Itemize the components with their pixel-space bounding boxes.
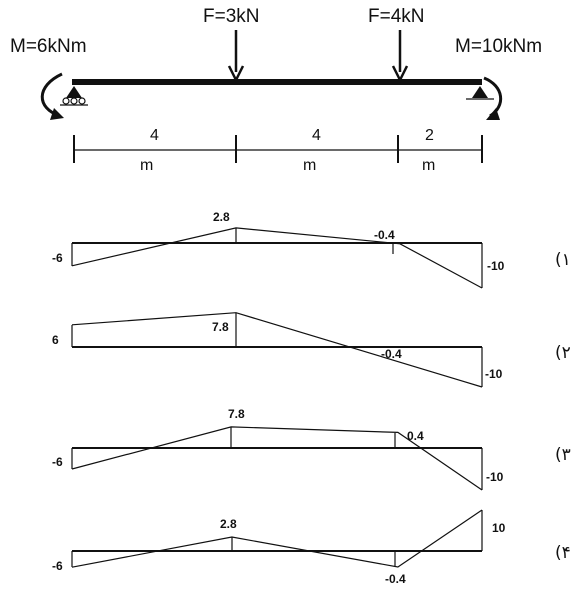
option-4-value-right: 10 [492,521,506,535]
left-moment-label: M=6kNm [10,36,87,57]
span-1-length: 4 [150,127,159,144]
option-3-label: (٣ [555,445,571,465]
option-1-value-peak: 2.8 [213,210,230,224]
right-moment-label: M=10kNm [455,36,542,57]
option-2-value-peak: 7.8 [212,320,229,334]
option-3-value-mid: 0.4 [407,429,424,443]
option-2-value-mid: -0.4 [381,347,402,361]
force-1-label: F=3kN [203,6,260,27]
option-4-diagram: -6 2.8 -0.4 10 (۴ [52,509,571,586]
option-1-diagram: -6 2.8 -0.4 -10 (١ [52,210,571,289]
span-2-length: 4 [312,127,321,144]
option-3-value-left: -6 [52,455,63,469]
option-2-value-left: 6 [52,333,59,347]
option-1-value-right: -10 [487,259,505,273]
option-1-value-left: -6 [52,251,63,265]
option-3-value-peak: 7.8 [228,407,245,421]
force-2-label: F=4kN [368,6,425,27]
option-2-value-right: -10 [485,367,503,381]
left-moment-arrowhead [50,108,64,120]
beam-body [72,79,482,85]
option-1-curve [71,227,483,289]
option-4-value-left: -6 [52,559,63,573]
option-1-value-mid: -0.4 [374,228,395,242]
span-3-unit: m [422,157,435,174]
pin-support [466,86,494,100]
span-2-unit: m [303,157,316,174]
left-moment-arrow [40,72,63,118]
option-3-curve [71,426,483,491]
option-2-label: (٢ [555,343,571,363]
dimension-line [73,135,483,163]
option-4-label: (۴ [555,543,571,563]
option-2-curve [71,312,483,388]
option-3-value-right: -10 [486,470,504,484]
option-1-label: (١ [555,250,571,270]
beam-section: M=6kNm M=10kNm F=3kN F=4kN [10,6,542,174]
option-4-value-mid: -0.4 [385,572,406,586]
force-2-arrowhead [391,65,409,83]
right-moment-arrowhead [486,108,500,120]
span-3-length: 2 [425,127,434,144]
option-2-diagram: 6 7.8 -0.4 -10 (٢ [52,312,571,388]
span-1-unit: m [140,157,153,174]
force-1-arrowhead [227,65,245,83]
option-4-value-peak: 2.8 [220,517,237,531]
option-4-curve [71,509,483,568]
roller-support [60,86,88,106]
option-3-diagram: -6 7.8 0.4 -10 (٣ [52,407,571,491]
